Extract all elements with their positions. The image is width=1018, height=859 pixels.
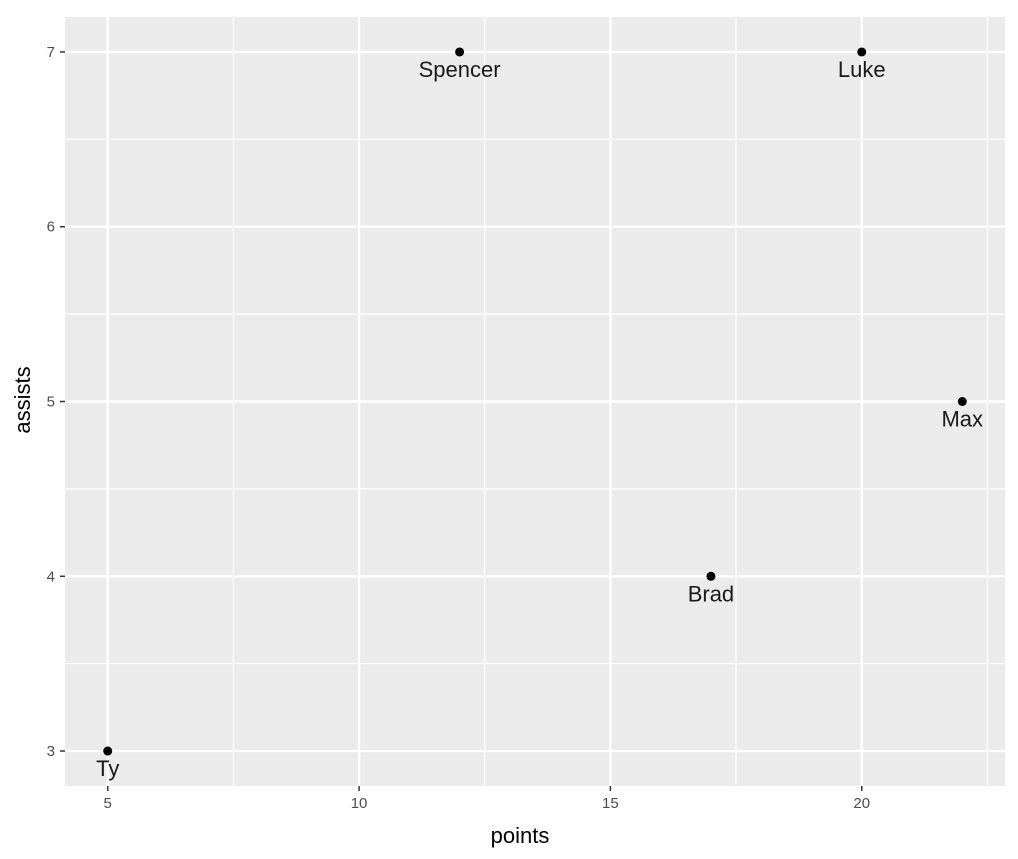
data-point-max bbox=[957, 397, 967, 406]
x-axis-title: points bbox=[491, 823, 550, 848]
point-labels: Spencer Luke Max Brad Ty bbox=[96, 57, 983, 781]
point-label-spencer: Spencer bbox=[419, 57, 501, 82]
data-points bbox=[103, 47, 967, 756]
y-tick-label: 7 bbox=[47, 44, 55, 61]
x-tick-label: 5 bbox=[104, 795, 112, 812]
point-label-max: Max bbox=[941, 407, 983, 432]
point-label-ty: Ty bbox=[96, 756, 119, 781]
x-tick-label: 15 bbox=[602, 795, 619, 812]
y-tick-label: 4 bbox=[47, 568, 55, 585]
y-tick-label: 3 bbox=[47, 743, 55, 760]
data-point-brad bbox=[706, 571, 716, 581]
y-tick-label: 5 bbox=[47, 394, 55, 411]
x-tick-label: 20 bbox=[853, 795, 870, 812]
data-point-ty bbox=[103, 746, 113, 756]
y-axis-title: assists bbox=[10, 366, 35, 433]
data-point-luke bbox=[857, 47, 867, 57]
axis-ticks: 5 10 15 20 3 4 5 6 7 bbox=[47, 44, 870, 812]
major-gridlines bbox=[65, 17, 1005, 786]
data-point-spencer bbox=[455, 47, 465, 57]
y-tick-label: 6 bbox=[47, 219, 55, 236]
point-label-luke: Luke bbox=[838, 57, 886, 82]
point-label-brad: Brad bbox=[688, 581, 734, 606]
x-tick-label: 10 bbox=[351, 795, 368, 812]
